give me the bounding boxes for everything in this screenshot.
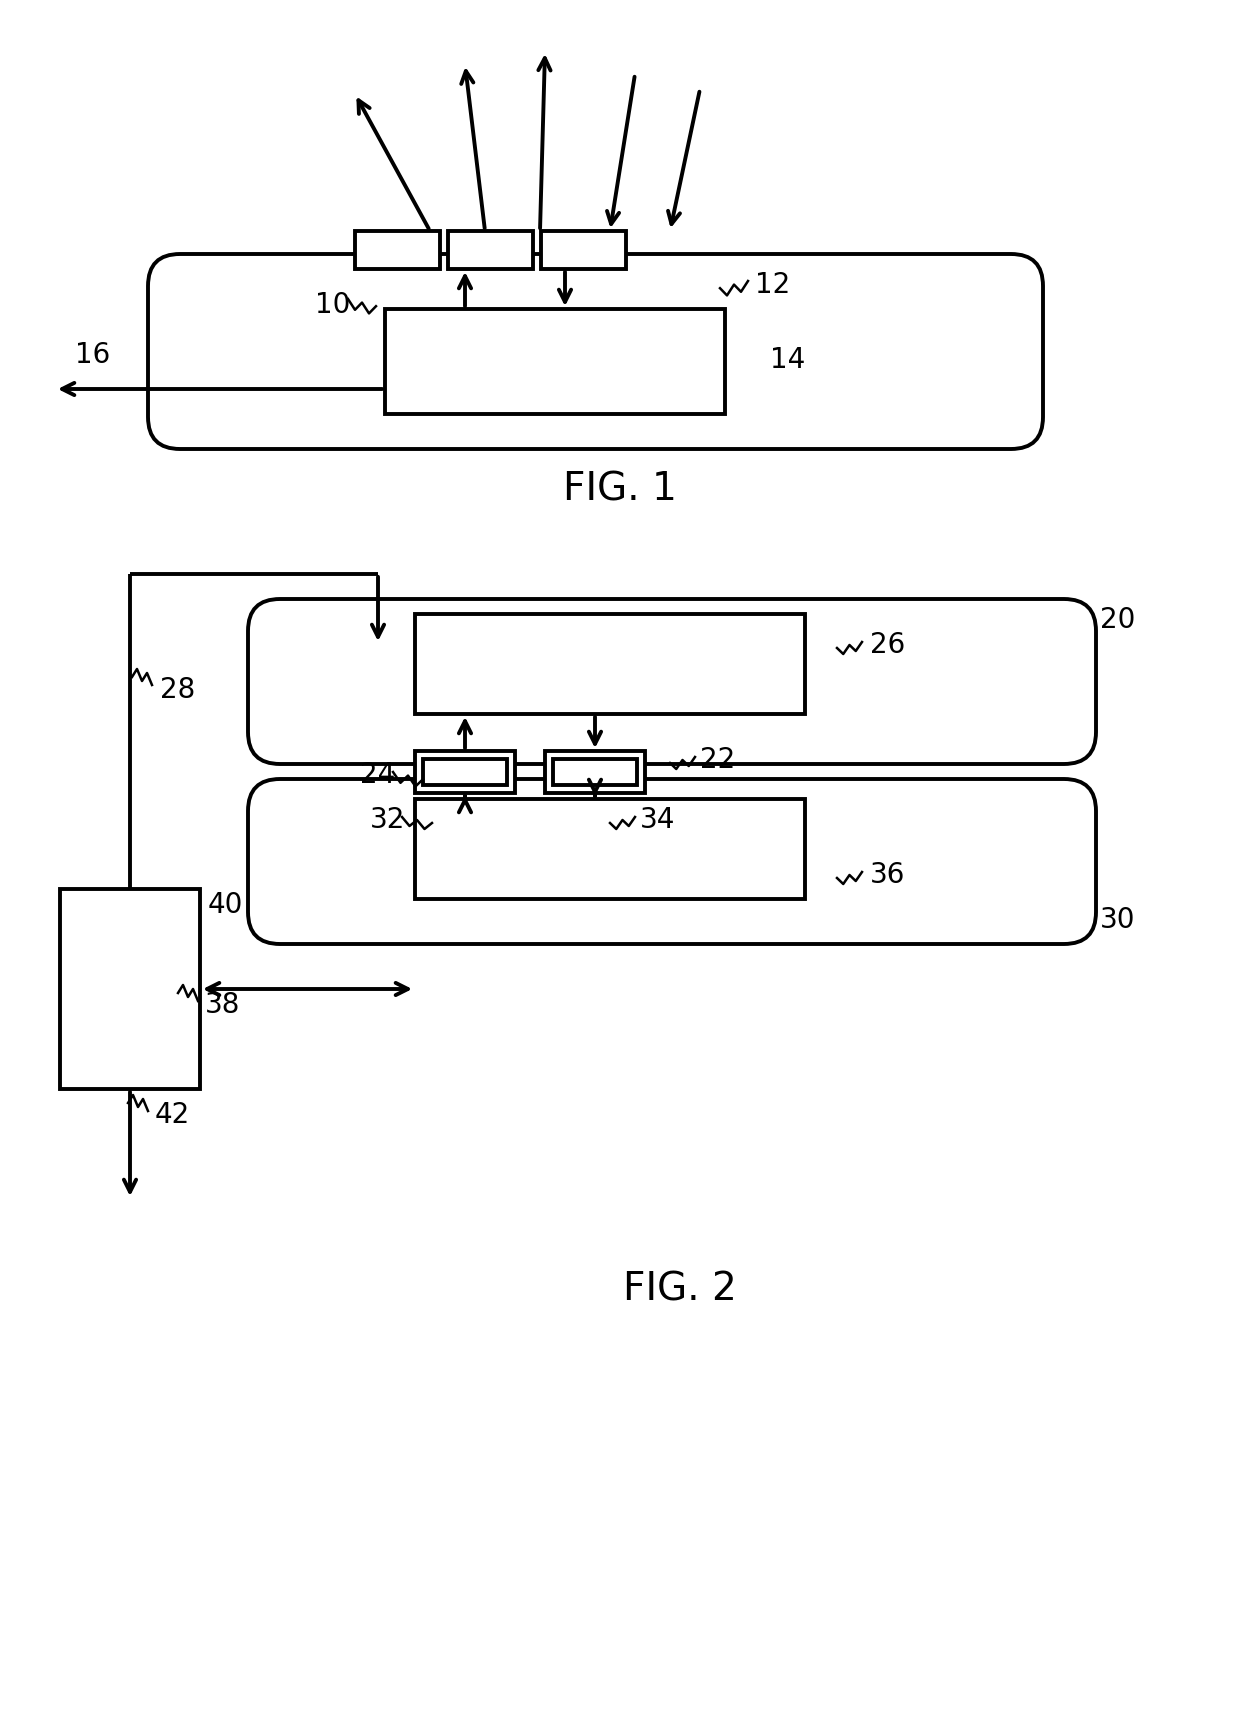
Text: 16: 16 — [74, 341, 110, 368]
Bar — [384, 310, 725, 415]
Text: 38: 38 — [205, 991, 241, 1019]
Text: 14: 14 — [770, 346, 805, 374]
Bar — [60, 889, 200, 1090]
Bar — [415, 614, 805, 714]
FancyBboxPatch shape — [148, 254, 1043, 450]
Text: 30: 30 — [1100, 905, 1136, 934]
Text: 24: 24 — [360, 761, 396, 789]
Text: 32: 32 — [370, 806, 405, 834]
Text: 22: 22 — [701, 746, 735, 773]
Text: FIG. 1: FIG. 1 — [563, 471, 677, 509]
Bar — [415, 751, 515, 794]
Bar — [355, 232, 440, 270]
FancyBboxPatch shape — [248, 600, 1096, 765]
Text: 42: 42 — [155, 1100, 190, 1128]
Text: 26: 26 — [870, 631, 905, 659]
Bar — [541, 232, 626, 270]
Text: 28: 28 — [160, 676, 195, 704]
Text: 36: 36 — [870, 860, 905, 889]
Text: 12: 12 — [755, 272, 790, 299]
Text: 40: 40 — [208, 891, 243, 919]
Bar — [448, 232, 533, 270]
Text: 20: 20 — [1100, 606, 1136, 633]
Text: FIG. 2: FIG. 2 — [624, 1270, 737, 1308]
Bar — [415, 799, 805, 900]
Bar — [553, 759, 637, 785]
FancyBboxPatch shape — [248, 780, 1096, 945]
Bar — [423, 759, 507, 785]
Text: 34: 34 — [640, 806, 676, 834]
Text: 10: 10 — [315, 291, 351, 318]
Bar — [546, 751, 645, 794]
